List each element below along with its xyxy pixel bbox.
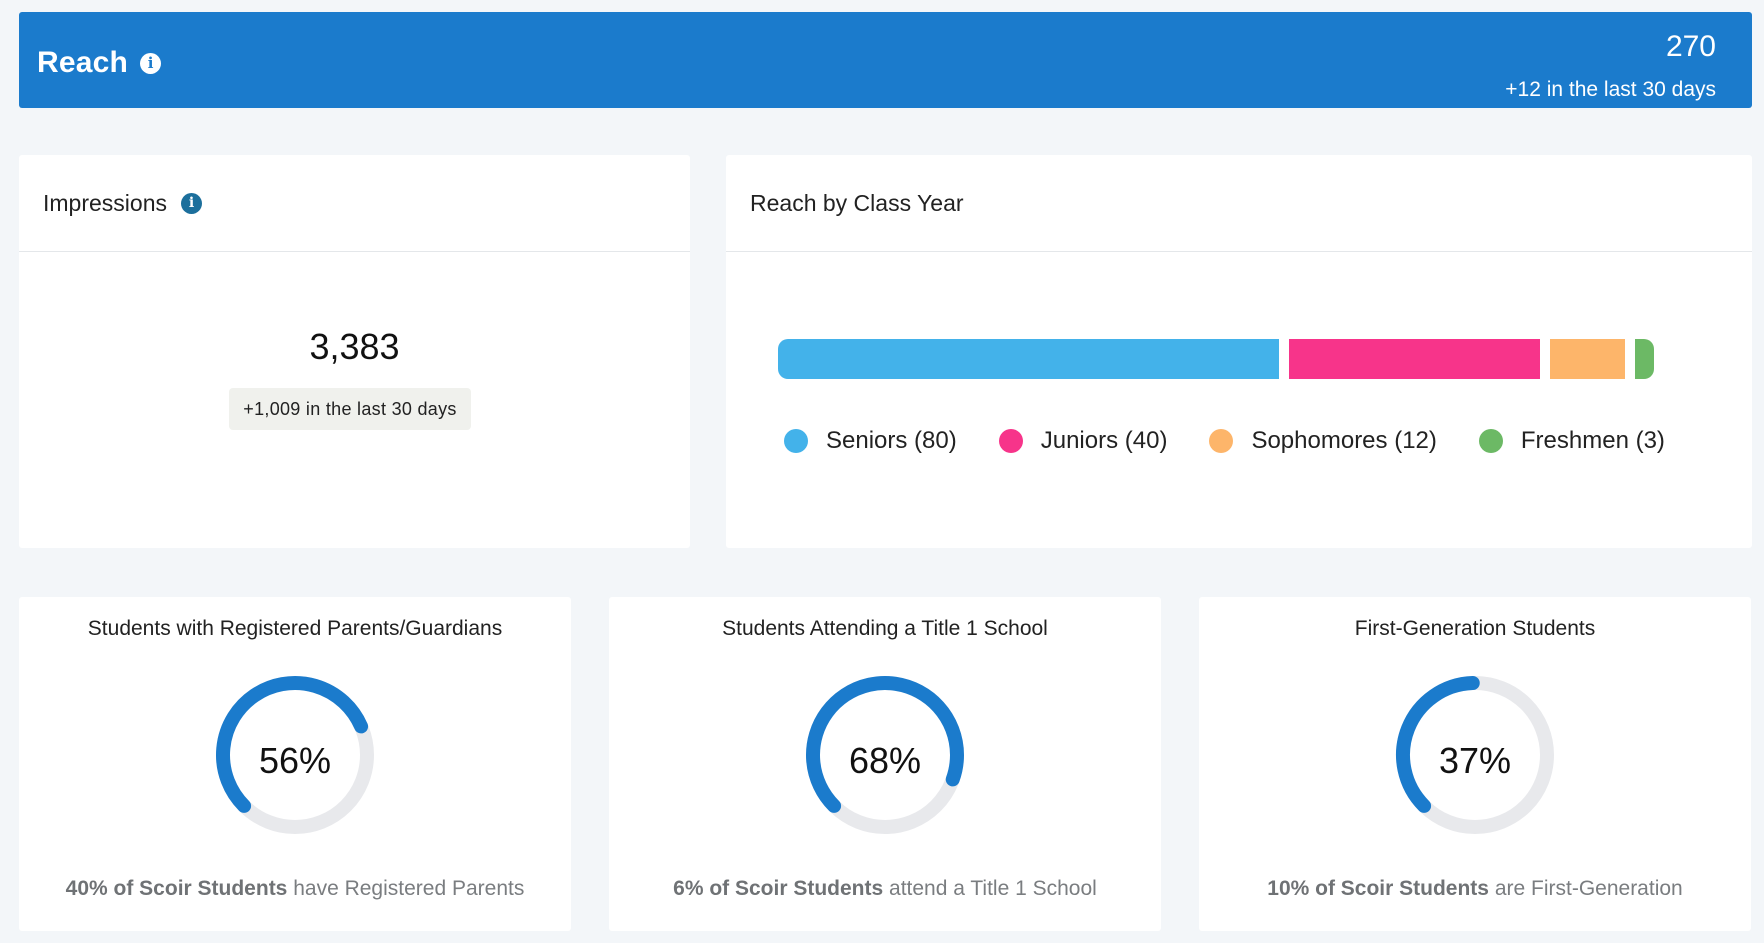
donut-footnote-bold: 10% of Scoir Students	[1267, 877, 1489, 900]
class-year-bar-segment[interactable]	[1550, 339, 1626, 379]
registered-parents-donut	[216, 676, 374, 834]
legend-item: Freshmen (3)	[1478, 427, 1665, 455]
registered-parents-card: Students with Registered Parents/Guardia…	[19, 597, 571, 931]
title1-school-card: Students Attending a Title 1 School 68% …	[609, 597, 1161, 931]
impressions-title: Impressions	[43, 189, 167, 216]
legend-dot-icon	[1209, 429, 1234, 453]
legend-label: Seniors (80)	[826, 427, 957, 454]
donut-footnote: 40% of Scoir Students have Registered Pa…	[19, 877, 571, 901]
class-year-bar-segment[interactable]	[778, 339, 1280, 379]
legend-dot-icon	[998, 429, 1023, 453]
donut-percent: 68%	[848, 740, 922, 781]
donut-value-arc	[1396, 676, 1480, 813]
donut-title: First-Generation Students	[1354, 617, 1596, 640]
legend-item: Sophomores (12)	[1209, 427, 1437, 455]
class-year-card: Reach by Class Year Seniors (80) Juniors …	[726, 155, 1752, 548]
donut-footnote-bold: 40% of Scoir Students	[65, 877, 288, 900]
reach-delta: +12 in the last 30 days	[1505, 78, 1716, 101]
reach-header: Reach i 270 +12 in the last 30 days	[19, 12, 1752, 108]
reach-total: 270	[1665, 30, 1716, 63]
legend-label: Freshmen (3)	[1520, 427, 1665, 454]
donut-title: Students Attending a Title 1 School	[722, 617, 1048, 640]
legend-label: Sophomores (12)	[1251, 427, 1437, 454]
impressions-card: Impressions i 3,383 +1,009 in the last 3…	[19, 155, 690, 548]
impressions-header: Impressions i	[19, 155, 690, 252]
reach-title: Reach	[37, 46, 129, 79]
class-year-bar-segment[interactable]	[1289, 339, 1540, 379]
donut-footnote: 10% of Scoir Students are First-Generati…	[1199, 877, 1751, 901]
legend-label: Juniors (40)	[1040, 427, 1168, 454]
donut-percent: 56%	[258, 740, 332, 781]
class-year-bar-segment[interactable]	[1635, 339, 1654, 379]
class-year-title: Reach by Class Year	[750, 189, 964, 216]
class-year-header: Reach by Class Year	[726, 155, 1752, 252]
class-year-legend: Seniors (80) Juniors (40) Sophomores (12) F…	[784, 427, 1665, 455]
donut-footnote-rest: attend a Title 1 School	[883, 877, 1097, 900]
title1-school-donut	[806, 676, 964, 834]
donut-footnote: 6% of Scoir Students attend a Title 1 Sc…	[609, 877, 1161, 901]
donut-value-arc	[806, 676, 964, 813]
donut-title: Students with Registered Parents/Guardia…	[87, 617, 503, 640]
info-icon[interactable]: i	[140, 52, 162, 74]
legend-item: Juniors (40)	[998, 427, 1168, 455]
impressions-delta-badge: +1,009 in the last 30 days	[229, 388, 471, 430]
donut-value-arc	[216, 676, 369, 813]
donut-percent: 37%	[1438, 740, 1512, 781]
donut-footnote-bold: 6% of Scoir Students	[673, 877, 884, 900]
legend-item: Seniors (80)	[784, 427, 957, 455]
donut-footnote-rest: have Registered Parents	[287, 877, 525, 900]
legend-dot-icon	[1478, 429, 1503, 453]
first-generation-donut	[1396, 676, 1554, 834]
info-icon[interactable]: i	[180, 192, 202, 214]
reach-title-group: Reach i	[37, 46, 162, 80]
class-year-stacked-bar	[778, 339, 1654, 379]
first-generation-card: First-Generation Students 37% 10% of Sco…	[1199, 597, 1751, 931]
legend-dot-icon	[784, 429, 808, 453]
impressions-value: 3,383	[309, 326, 400, 367]
donut-footnote-rest: are First-Generation	[1488, 877, 1683, 900]
